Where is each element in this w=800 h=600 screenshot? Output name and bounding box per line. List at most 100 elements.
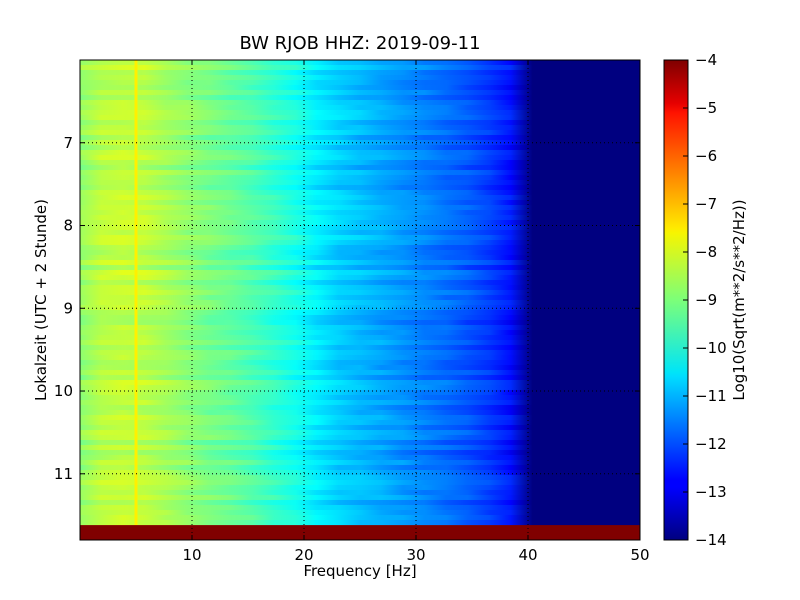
spectrogram-row-band <box>80 510 640 516</box>
spectrogram-row-band <box>80 320 640 326</box>
x-tick-label: 50 <box>630 546 649 564</box>
spectrogram-row <box>80 515 640 521</box>
colorbar-tick-label: −10 <box>695 339 727 357</box>
spectrogram-row-band <box>80 155 640 161</box>
spectrogram-row <box>80 165 640 171</box>
spectrogram-row <box>80 520 640 526</box>
spectrogram-row <box>80 445 640 451</box>
colorbar-tick-label: −8 <box>695 243 717 261</box>
spectrogram-row <box>80 180 640 186</box>
spectrogram-row <box>80 130 640 136</box>
colorbar-ticks: −4 −5 −6 −7 −8 −9 −10 −11 −12 −13 −14 <box>683 51 727 549</box>
spectral-line-layer <box>134 60 138 540</box>
colorbar-label: Log10(Sqrt(m**2/s**2/Hz)) <box>730 199 748 400</box>
spectrogram-row-band <box>80 65 640 71</box>
spectrogram-row-band <box>80 415 640 421</box>
spectrogram-row <box>80 160 640 166</box>
spectrogram-row-band <box>80 215 640 221</box>
spectrogram-row-band <box>80 230 640 236</box>
spectrogram-row-band <box>80 470 640 476</box>
spectrogram-row <box>80 420 640 426</box>
spectrogram-row <box>80 80 640 86</box>
spectrogram-row <box>80 495 640 501</box>
spectrogram-row <box>80 350 640 356</box>
spectrogram-row <box>80 340 640 346</box>
spectrogram-row-band <box>80 370 640 376</box>
spectrogram-row-band <box>80 255 640 261</box>
spectrogram-row-band <box>80 160 640 166</box>
spectrogram-row-band <box>80 145 640 151</box>
spectrogram-row <box>80 155 640 161</box>
spectrogram-row <box>80 480 640 486</box>
colorbar-tick-label: −14 <box>695 531 727 549</box>
spectrogram-row-band <box>80 380 640 386</box>
spectrogram-row <box>80 405 640 411</box>
spectrogram-row <box>80 75 640 81</box>
x-tick-label: 10 <box>182 546 201 564</box>
spectrogram-row <box>80 450 640 456</box>
y-axis-label: Lokalzeit (UTC + 2 Stunde) <box>32 199 50 401</box>
spectrogram-row-band <box>80 105 640 111</box>
spectrogram-row-band <box>80 410 640 416</box>
spectrogram-row-band <box>80 335 640 341</box>
spectrogram-row-band <box>80 220 640 226</box>
spectrogram-row-band <box>80 150 640 156</box>
spectrogram-row-band <box>80 345 640 351</box>
y-axis-ticks: 7 8 9 10 11 <box>54 134 640 483</box>
colorbar-tick-label: −12 <box>695 435 727 453</box>
spectrogram-row <box>80 435 640 441</box>
spectrogram-row <box>80 220 640 226</box>
spectrogram-row-band <box>80 135 640 141</box>
colorbar-tick-label: −4 <box>695 51 717 69</box>
spectrogram-row-band <box>80 125 640 131</box>
spectrogram-row <box>80 335 640 341</box>
spectrogram-row-band <box>80 240 640 246</box>
spectrogram-row-band <box>80 210 640 216</box>
spectrogram-row <box>80 95 640 101</box>
spectrogram-row <box>80 235 640 241</box>
spectrogram-row <box>80 250 640 256</box>
spectrogram-row-band <box>80 435 640 441</box>
spectrogram-row <box>80 105 640 111</box>
spectrogram-row-band <box>80 290 640 296</box>
spectrogram-plot-area <box>80 60 640 540</box>
spectrogram-row-band <box>80 190 640 196</box>
spectrogram-row <box>80 400 640 406</box>
spectrogram-row <box>80 270 640 276</box>
colorbar-tick-label: −11 <box>695 387 727 405</box>
spectrogram-row-band <box>80 325 640 331</box>
spectrogram-row-band <box>80 385 640 391</box>
spectrogram-row-band <box>80 245 640 251</box>
spectrogram-row-band <box>80 300 640 306</box>
spectrogram-row-band <box>80 450 640 456</box>
spectrogram-row-band <box>80 490 640 496</box>
y-tick-label: 11 <box>54 465 73 483</box>
spectrogram-row <box>80 120 640 126</box>
spectrogram-row <box>80 150 640 156</box>
spectrogram-row <box>80 290 640 296</box>
x-tick-label: 20 <box>294 546 313 564</box>
spectrogram-row-band <box>80 200 640 206</box>
spectrogram-row <box>80 360 640 366</box>
spectrogram-row-band <box>80 495 640 501</box>
spectrogram-row-band <box>80 170 640 176</box>
spectrogram-row-band <box>80 90 640 96</box>
spectrogram-row <box>80 460 640 466</box>
spectrogram-row <box>80 100 640 106</box>
spectrogram-row <box>80 60 640 66</box>
spectrogram-row-band <box>80 400 640 406</box>
colorbar-tick-label: −7 <box>695 195 717 213</box>
spectrogram-rows <box>80 60 640 540</box>
spectrogram-row <box>80 355 640 361</box>
colorbar-tick-label: −6 <box>695 147 717 165</box>
spectrogram-row-band <box>80 205 640 211</box>
spectrogram-row <box>80 240 640 246</box>
spectrogram-row-band <box>80 360 640 366</box>
spectrogram-row <box>80 415 640 421</box>
spectrogram-row-band <box>80 195 640 201</box>
spectrogram-row-band <box>80 310 640 316</box>
spectrogram-row-band <box>80 280 640 286</box>
spectrogram-row-band <box>80 60 640 66</box>
spectrogram-row-band <box>80 365 640 371</box>
spectrogram-row <box>80 345 640 351</box>
